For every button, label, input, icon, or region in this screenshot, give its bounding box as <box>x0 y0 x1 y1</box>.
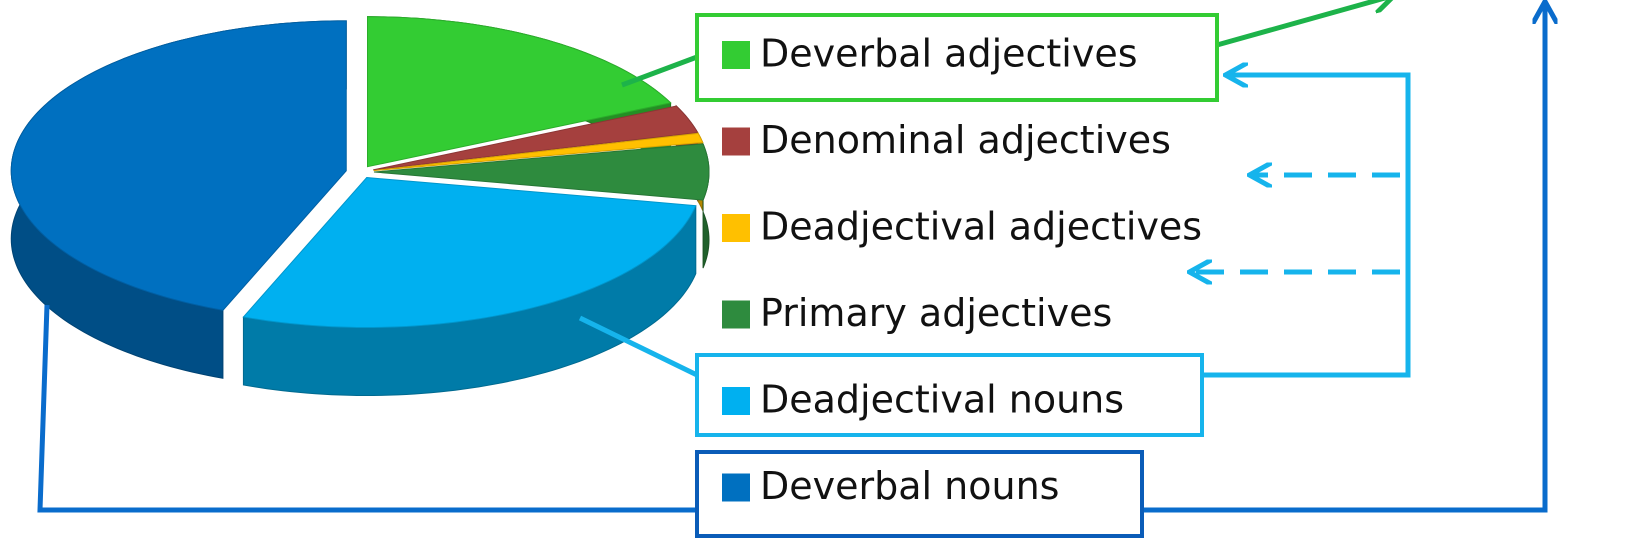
slice <box>242 177 697 397</box>
connectors <box>37 0 1545 538</box>
slice-top <box>373 132 704 172</box>
arrow <box>1142 4 1545 513</box>
legend-label: Primary adjectives <box>760 291 1112 335</box>
legend-label: Denominal adjectives <box>760 118 1171 162</box>
slice <box>373 143 710 269</box>
legend-label: Deverbal nouns <box>760 464 1059 508</box>
legend-swatch <box>722 41 750 69</box>
legend-box <box>695 13 1219 102</box>
connector <box>621 54 698 88</box>
slice-top <box>367 16 672 168</box>
legend-swatch <box>722 300 750 329</box>
legend-label: Deadjectival nouns <box>760 378 1124 422</box>
legend-swatch <box>722 214 750 242</box>
legend-label: Deverbal adjectives <box>760 32 1138 76</box>
arrow <box>1216 0 1392 48</box>
slice-top <box>10 20 347 311</box>
legend: Deverbal adjectives Denominal adjectives D… <box>722 32 1202 508</box>
pie <box>10 16 710 397</box>
slice-top <box>373 105 699 171</box>
arrow <box>1202 75 1411 378</box>
legend-swatch <box>722 473 750 502</box>
legend-label: Deadjectival adjectives <box>760 205 1202 249</box>
legend-swatch <box>722 387 750 415</box>
slice-top <box>373 143 710 201</box>
connector <box>37 304 697 513</box>
connector <box>578 315 699 378</box>
legend-box <box>695 353 1204 437</box>
slice-top <box>242 177 697 329</box>
slice <box>10 20 347 379</box>
legend-swatch <box>722 127 750 156</box>
legend-box <box>695 450 1144 538</box>
